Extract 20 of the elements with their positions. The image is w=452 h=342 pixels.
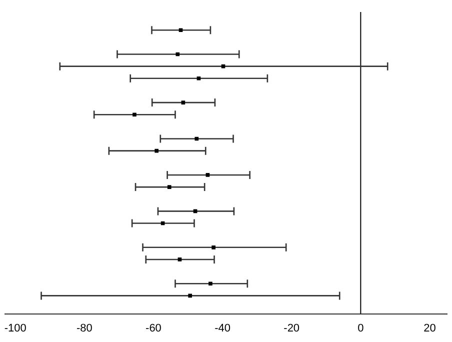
x-tick-label: -100 (4, 322, 26, 334)
x-tick-label: -20 (284, 322, 300, 334)
x-tick-label: -40 (214, 322, 230, 334)
point (208, 282, 212, 286)
point (188, 294, 192, 298)
point (132, 112, 136, 117)
x-tick-label: 0 (358, 322, 364, 334)
point (206, 173, 210, 177)
x-tick-label: -60 (146, 322, 162, 334)
point (154, 148, 159, 153)
point (176, 52, 180, 56)
point (212, 245, 216, 250)
point (167, 185, 172, 189)
x-tick-label: 20 (424, 322, 436, 334)
point (194, 136, 199, 141)
point (178, 28, 183, 32)
x-tick-label: -80 (76, 322, 92, 334)
point (181, 100, 186, 104)
point (178, 258, 182, 262)
point (196, 76, 201, 80)
